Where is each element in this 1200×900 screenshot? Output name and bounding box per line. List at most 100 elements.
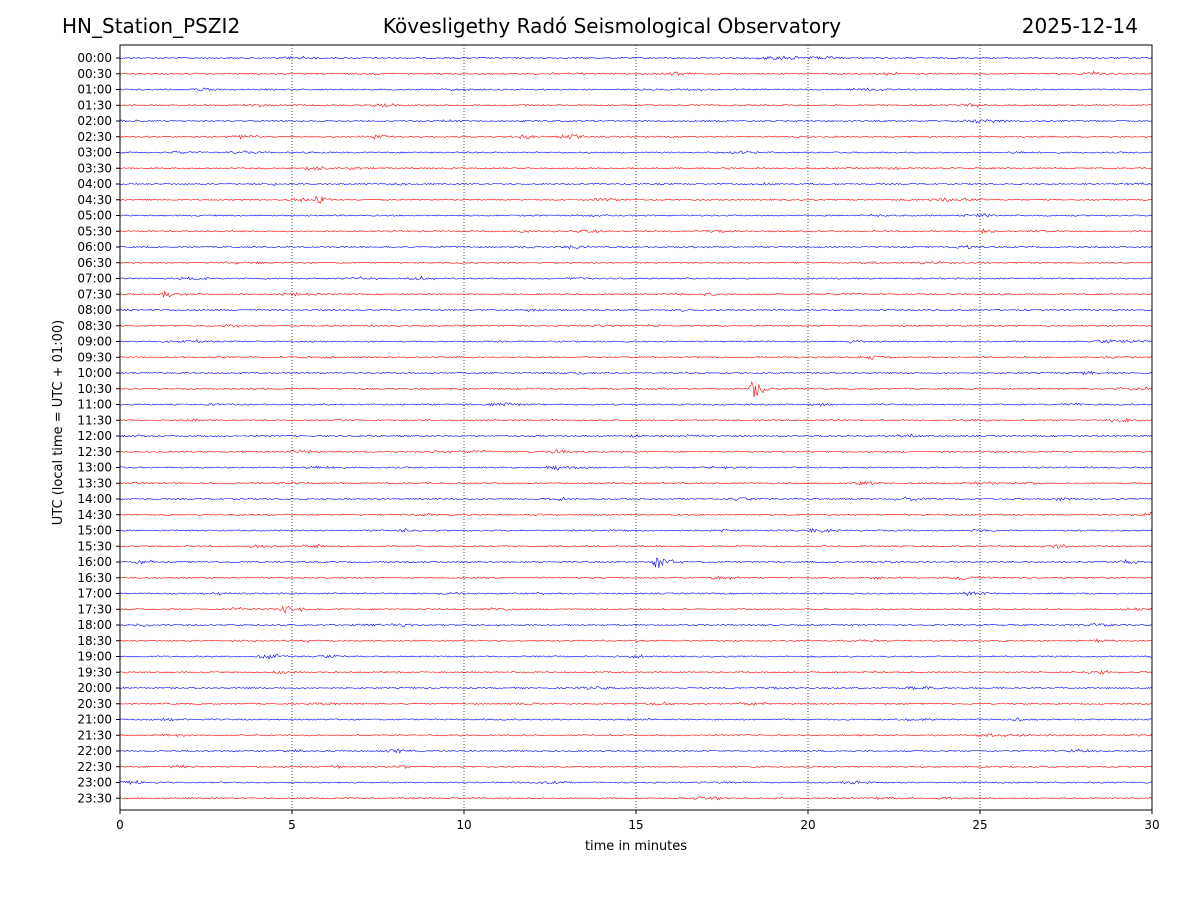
- trace-0730: [119, 290, 1153, 298]
- y-tick-label: 03:00: [77, 146, 112, 160]
- trace-0700: [120, 275, 1153, 281]
- y-tick-label: 15:30: [77, 539, 112, 553]
- y-tick-label: 21:00: [77, 713, 112, 727]
- y-tick-label: 07:30: [77, 287, 112, 301]
- y-tick-label: 09:30: [77, 350, 112, 364]
- trace-1530: [119, 543, 1153, 549]
- y-tick-label: 15:00: [77, 524, 112, 538]
- y-tick-label: 06:30: [77, 256, 112, 270]
- y-tick-label: 18:30: [77, 634, 112, 648]
- trace-0100: [119, 87, 1153, 92]
- trace-0500: [119, 213, 1153, 218]
- y-tick-label: 03:30: [77, 161, 112, 175]
- y-tick-label: 01:30: [77, 98, 112, 112]
- x-tick-label: 5: [288, 818, 296, 832]
- trace-0000: [119, 55, 1153, 61]
- y-tick-label: 19:00: [77, 650, 112, 664]
- trace-0830: [119, 324, 1153, 328]
- trace-1330: [119, 480, 1153, 486]
- trace-1030: [119, 381, 1153, 398]
- y-tick-label: 09:00: [77, 335, 112, 349]
- y-tick-label: 19:30: [77, 665, 112, 679]
- trace-1400: [119, 496, 1153, 502]
- trace-2130: [119, 733, 1153, 738]
- trace-1800: [119, 623, 1153, 627]
- y-tick-label: 18:00: [77, 618, 112, 632]
- x-tick-label: 10: [456, 818, 471, 832]
- trace-0530: [119, 227, 1153, 235]
- y-tick-label: 22:30: [77, 760, 112, 774]
- y-tick-label: 13:00: [77, 461, 112, 475]
- trace-2000: [119, 685, 1153, 691]
- x-axis-label: time in minutes: [585, 839, 687, 854]
- x-tick-label: 15: [628, 818, 643, 832]
- trace-0230: [119, 134, 1153, 141]
- x-tick-label: 30: [1144, 818, 1159, 832]
- y-tick-label: 13:30: [77, 476, 112, 490]
- trace-0130: [119, 103, 1153, 108]
- y-tick-label: 16:30: [77, 571, 112, 585]
- trace-1000: [119, 370, 1153, 376]
- trace-0400: [119, 181, 1153, 186]
- y-tick-label: 01:00: [77, 83, 112, 97]
- y-axis-label: UTC (local time = UTC + 01:00): [51, 320, 66, 525]
- trace-0030: [119, 70, 1153, 76]
- trace-1700: [119, 591, 1153, 597]
- trace-1230: [119, 448, 1153, 454]
- trace-2300: [119, 779, 1153, 785]
- y-tick-label: 05:00: [77, 209, 112, 223]
- observatory-title: Kövesligethy Radó Seismological Observat…: [382, 14, 842, 38]
- trace-0800: [119, 308, 1153, 313]
- y-tick-label: 17:00: [77, 587, 112, 601]
- trace-1930: [119, 669, 1153, 675]
- y-tick-label: 02:30: [77, 130, 112, 144]
- trace-1730: [119, 605, 1153, 614]
- x-tick-label: 0: [116, 818, 124, 832]
- trace-0900: [119, 339, 1153, 344]
- station-name: HN_Station_PSZI2: [62, 14, 241, 38]
- y-tick-label: 12:30: [77, 445, 112, 459]
- trace-0600: [119, 244, 1153, 250]
- trace-1100: [119, 402, 1153, 407]
- y-tick-label: 10:30: [77, 382, 112, 396]
- y-tick-label: 21:30: [77, 728, 112, 742]
- trace-2200: [119, 748, 1153, 754]
- y-tick-label: 11:00: [77, 398, 112, 412]
- trace-1300: [119, 465, 1153, 471]
- y-tick-label: 11:30: [77, 413, 112, 427]
- trace-2330: [119, 796, 1153, 801]
- trace-0330: [119, 166, 1153, 171]
- y-tick-label: 14:00: [77, 492, 112, 506]
- trace-1830: [119, 638, 1153, 644]
- y-tick-label: 08:30: [77, 319, 112, 333]
- y-tick-label: 07:00: [77, 272, 112, 286]
- y-tick-label: 22:00: [77, 744, 112, 758]
- y-tick-label: 08:00: [77, 303, 112, 317]
- trace-1630: [119, 575, 1153, 581]
- trace-0630: [119, 260, 1153, 265]
- trace-2230: [119, 764, 1153, 770]
- trace-0930: [119, 355, 1153, 360]
- trace-1900: [119, 653, 1153, 660]
- trace-0200: [119, 119, 1153, 124]
- trace-1500: [119, 527, 1153, 533]
- trace-1600: [119, 557, 1153, 569]
- y-tick-label: 06:00: [77, 240, 112, 254]
- y-tick-label: 02:00: [77, 114, 112, 128]
- trace-0300: [119, 150, 1153, 155]
- record-date: 2025-12-14: [1021, 14, 1138, 38]
- y-tick-label: 05:30: [77, 224, 112, 238]
- y-tick-label: 04:30: [77, 193, 112, 207]
- y-tick-label: 10:00: [77, 366, 112, 380]
- trace-0430: [119, 195, 1153, 204]
- trace-1130: [119, 417, 1153, 423]
- trace-1200: [119, 433, 1153, 438]
- y-tick-label: 12:00: [77, 429, 112, 443]
- y-tick-label: 00:00: [77, 51, 112, 65]
- y-tick-label: 23:00: [77, 776, 112, 790]
- trace-1430: [120, 511, 1153, 517]
- y-tick-label: 00:30: [77, 67, 112, 81]
- trace-2030: [119, 701, 1153, 706]
- y-tick-label: 20:30: [77, 697, 112, 711]
